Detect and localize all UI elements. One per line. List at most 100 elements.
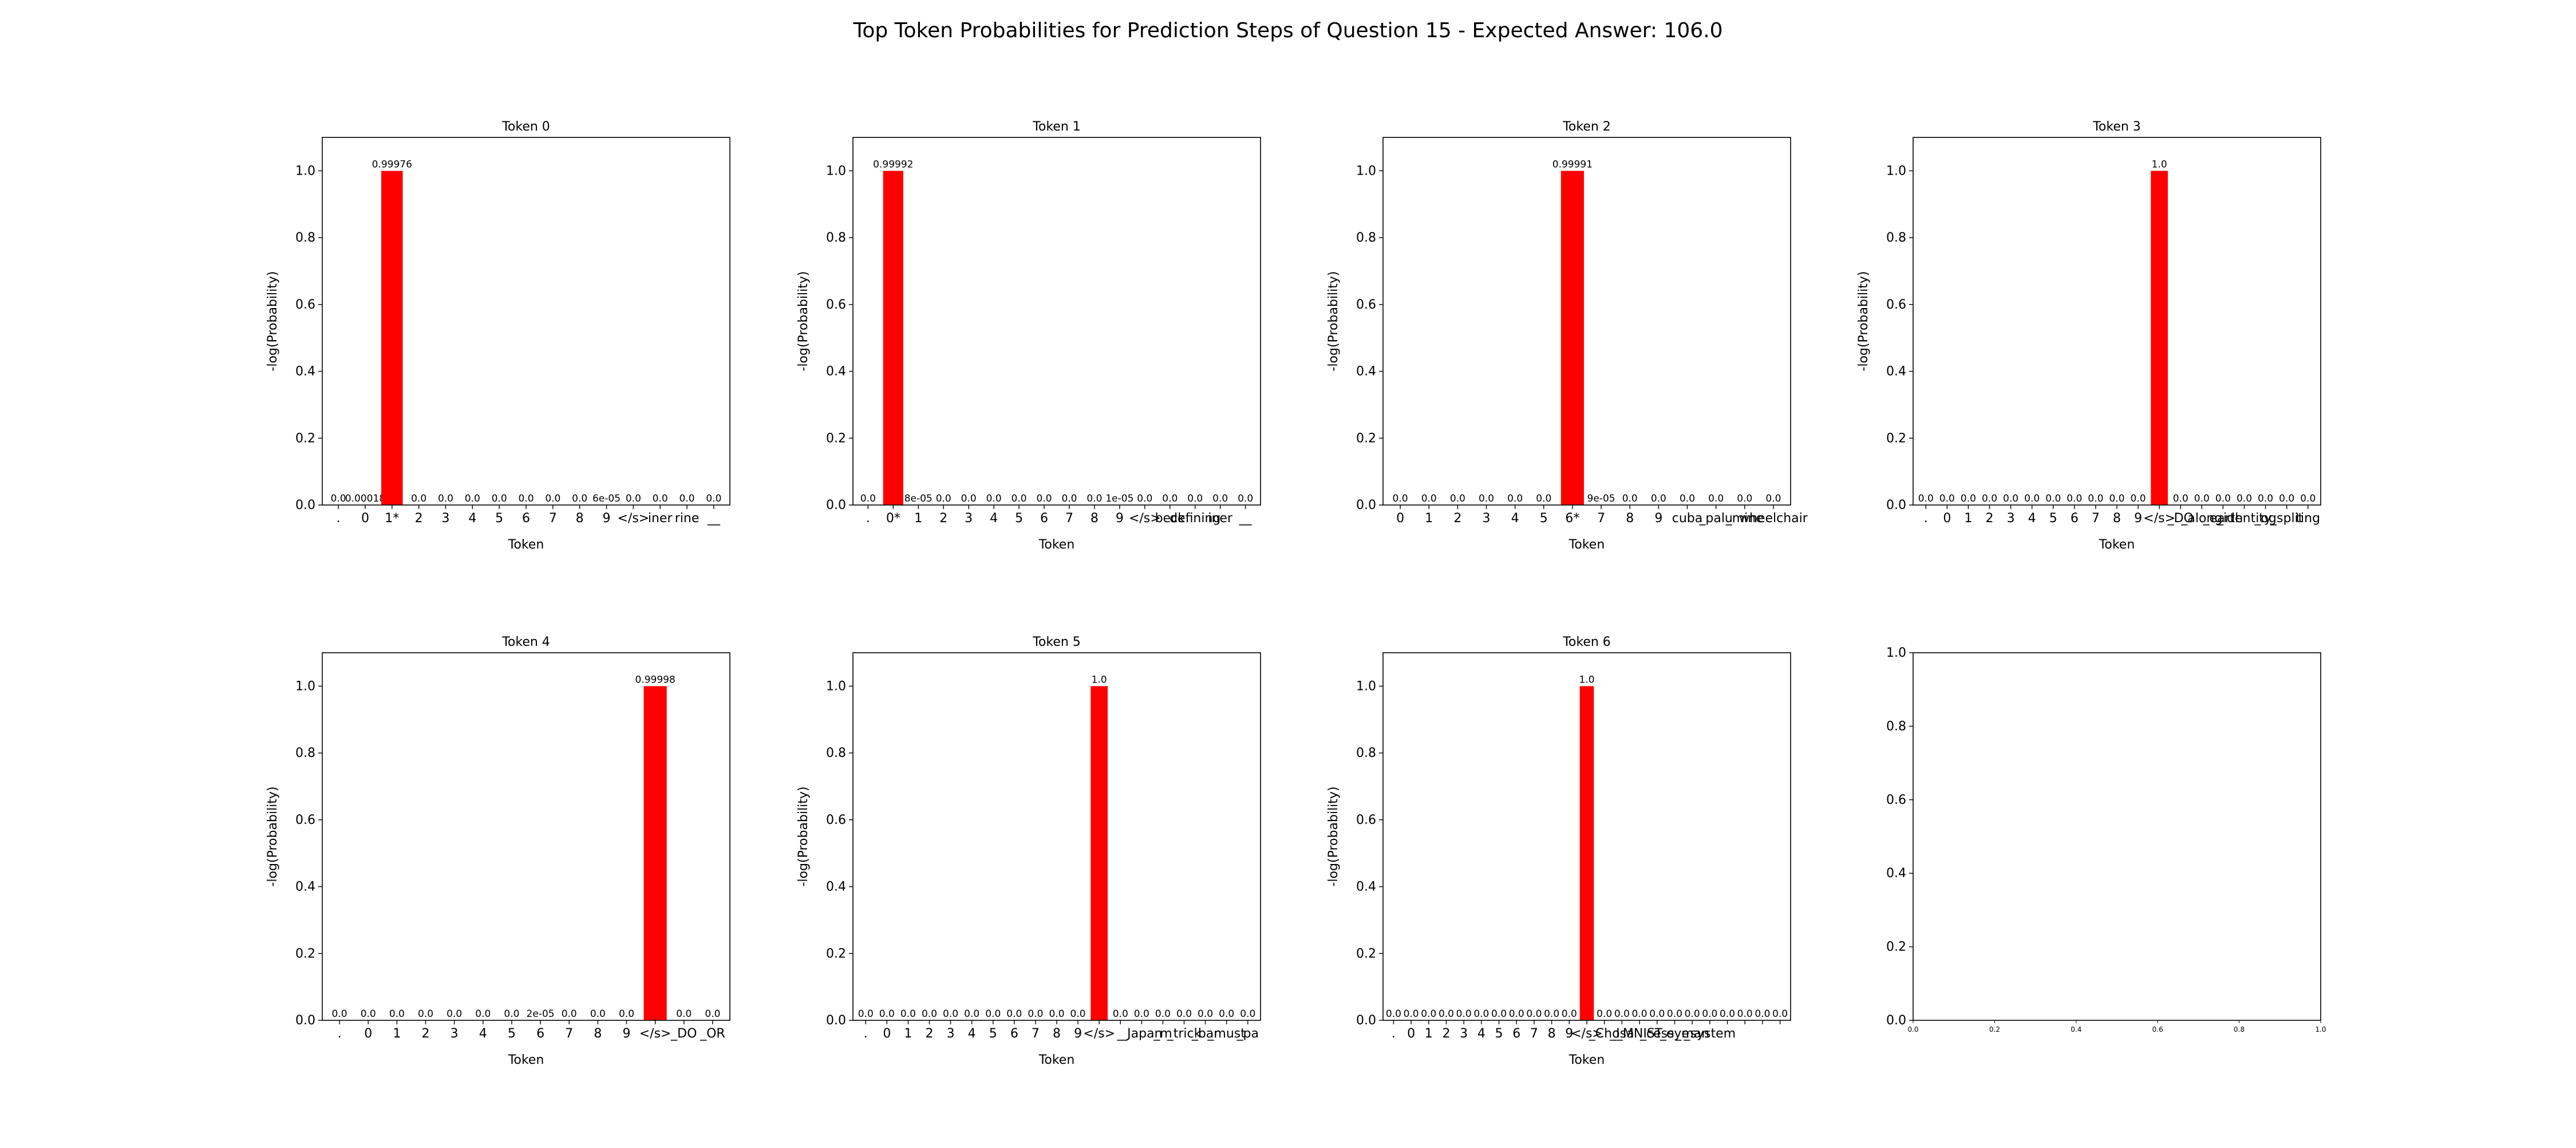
ytick-label: 0.2 — [295, 946, 315, 961]
xtick-label: 1 — [914, 511, 922, 526]
xtick-label: 0 — [1396, 511, 1404, 526]
xtick-label: 2 — [939, 511, 947, 526]
ytick-label: 0.8 — [826, 746, 846, 760]
bar-value-label: 0.0 — [943, 1008, 958, 1020]
bar-value-label: 0.0 — [2024, 493, 2040, 504]
bar-value-label: 0.0 — [986, 493, 1002, 504]
xtick-label: wheelchair — [1739, 511, 1808, 526]
ytick-label: 0.8 — [1886, 719, 1906, 733]
bar-value-label: 0.0 — [1562, 1008, 1577, 1020]
bar-value-label: 0.0 — [653, 493, 668, 504]
bar-value-label: 0.0 — [1037, 493, 1052, 504]
bar-value-label: 0.0 — [1162, 493, 1178, 504]
xtick-label: _OR — [700, 1027, 725, 1041]
xtick-label: 4 — [468, 511, 476, 526]
bar-value-label: 0.0 — [619, 1008, 634, 1020]
xtick-label: 1.0 — [2315, 1025, 2326, 1033]
ytick-label: 0.0 — [295, 1013, 315, 1028]
xtick-label: 8 — [2113, 511, 2121, 526]
y-axis-label: -log(Probability) — [1326, 787, 1341, 887]
bar-value-label: 0.0 — [679, 493, 695, 504]
xtick-label: 4 — [1477, 1027, 1485, 1041]
x-axis-label: Token — [508, 538, 544, 552]
bar-value-label: 0.0 — [492, 493, 507, 504]
xtick-label: 9 — [622, 1027, 630, 1041]
ytick-label: 0.8 — [1886, 231, 1906, 245]
ytick-label: 0.4 — [1886, 866, 1906, 881]
bar-value-label: 1.0 — [1092, 674, 1107, 685]
bar-value-label: 0.00018 — [345, 493, 385, 504]
xtick-label: . — [337, 511, 341, 526]
xtick-label: 8 — [594, 1027, 602, 1041]
ytick-label: 0.0 — [826, 498, 846, 512]
x-axis-label: Token — [1038, 1053, 1075, 1067]
bar — [1580, 686, 1594, 1020]
ytick-label: 0.2 — [1356, 946, 1376, 961]
xtick-label: 1 — [1425, 1027, 1433, 1041]
ytick-label: 1.0 — [1356, 679, 1376, 693]
ytick-label: 0.4 — [1356, 365, 1376, 379]
xtick-label: 4 — [968, 1027, 976, 1041]
ytick-label: 0.6 — [295, 298, 315, 312]
xtick-label: 6 — [1010, 1027, 1018, 1041]
xtick-label: 2 — [926, 1027, 934, 1041]
bar-value-label: 0.0 — [1187, 493, 1203, 504]
bar-value-label: 0.0 — [545, 493, 560, 504]
xtick-label: 3 — [965, 511, 973, 526]
bar — [644, 686, 667, 1020]
xtick-label: 5 — [1495, 1027, 1503, 1041]
bar-value-label: 0.0 — [1012, 493, 1027, 504]
xtick-label: 7 — [565, 1027, 573, 1041]
subplot-title: Token 2 — [1562, 120, 1611, 134]
xtick-label: 9 — [1654, 511, 1662, 526]
ytick-label: 0.8 — [826, 231, 846, 245]
xtick-label: 6 — [1040, 511, 1048, 526]
xtick-label: __ — [707, 511, 721, 526]
bar-value-label: 0.0 — [1212, 493, 1228, 504]
subplot-title: Token 1 — [1032, 120, 1081, 134]
bar-value-label: 2e-05 — [527, 1008, 555, 1020]
bar-value-label: 0.0 — [1939, 493, 1955, 504]
bar-value-label: 0.0 — [331, 493, 346, 504]
bar-value-label: 0.0 — [1450, 493, 1465, 504]
ytick-label: 0.8 — [295, 746, 315, 760]
bar-value-label: 0.0 — [2237, 493, 2252, 504]
bar-value-label: 0.0 — [418, 1008, 433, 1020]
bar-value-label: 0.0 — [2258, 493, 2273, 504]
bar-value-label: 0.0 — [1651, 493, 1666, 504]
xtick-label: 3 — [947, 1027, 955, 1041]
bar-value-label: 0.0 — [1772, 1008, 1788, 1020]
bar — [1091, 686, 1108, 1020]
bar-value-label: 0.0 — [2088, 493, 2103, 504]
bar-value-label: 0.0 — [1680, 493, 1695, 504]
ytick-label: 0.6 — [1356, 298, 1376, 312]
ytick-label: 0.0 — [1886, 1013, 1906, 1028]
bar-value-label: 1.0 — [2152, 159, 2167, 170]
ytick-label: 0.4 — [1886, 365, 1906, 379]
ytick-label: 0.2 — [1886, 431, 1906, 445]
xtick-label: 7 — [549, 511, 557, 526]
xtick-label: . — [1924, 511, 1928, 526]
bar-value-label: 0.0 — [1134, 1008, 1149, 1020]
ytick-label: 0.4 — [295, 365, 315, 379]
bar-value-label: 0.0 — [1479, 493, 1494, 504]
bar-value-label: 0.0 — [1456, 1008, 1472, 1020]
xtick-label: __ — [1239, 511, 1253, 526]
bar-value-label: 0.0 — [1198, 1008, 1213, 1020]
xtick-label: 0.2 — [1989, 1025, 2000, 1033]
bar-value-label: 8e-05 — [904, 493, 933, 504]
x-axis-label: Token — [1568, 1053, 1605, 1067]
xtick-label: . — [866, 511, 870, 526]
xtick-label: rine — [675, 511, 700, 526]
bar-value-label: 0.99976 — [372, 159, 412, 171]
ytick-label: 0.2 — [1356, 431, 1376, 445]
ytick-label: 1.0 — [826, 164, 846, 178]
bar-value-label: 0.0 — [1597, 1008, 1612, 1020]
xtick-label: 9 — [2134, 511, 2142, 526]
xtick-label: ting — [2296, 511, 2320, 526]
bar-value-label: 0.0 — [1614, 1008, 1630, 1020]
bar-value-label: 0.0 — [438, 493, 453, 504]
bar-value-label: 0.0 — [676, 1008, 692, 1020]
ytick-label: 0.2 — [1886, 940, 1906, 954]
